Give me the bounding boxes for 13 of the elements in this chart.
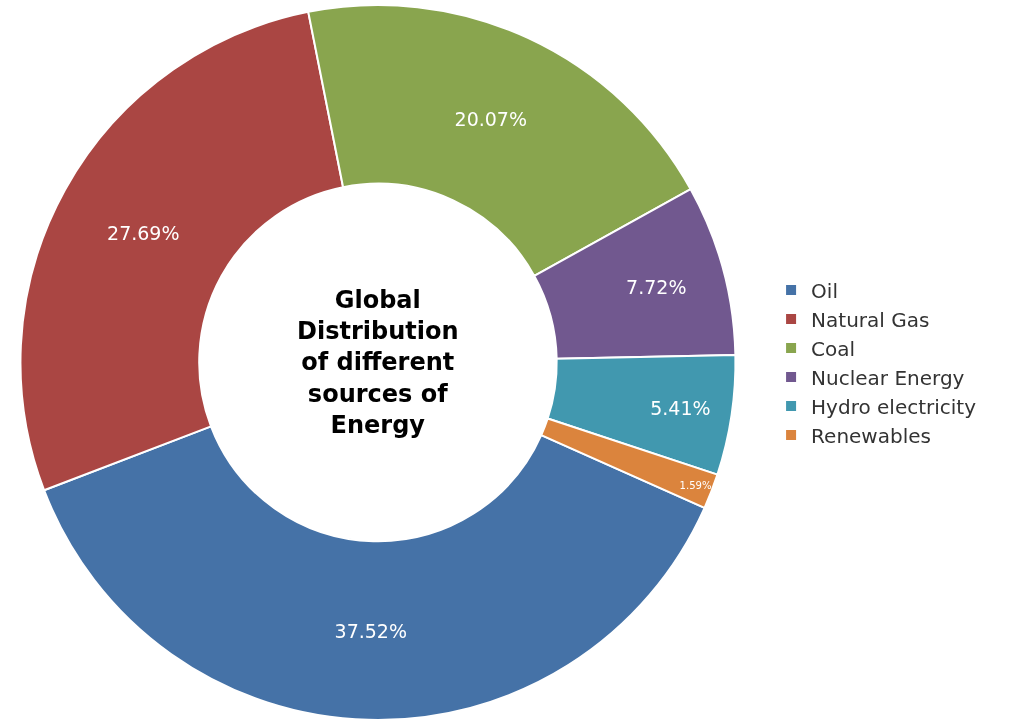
legend-label: Oil bbox=[811, 278, 838, 303]
data-label: 37.52% bbox=[334, 619, 407, 642]
data-label: 20.07% bbox=[454, 108, 527, 131]
data-label: 7.72% bbox=[626, 276, 687, 299]
data-label: 5.41% bbox=[650, 396, 711, 419]
legend-label: Natural Gas bbox=[811, 307, 930, 332]
data-label: 27.69% bbox=[107, 221, 180, 244]
text: Global Distribution of different sources of Energy bbox=[297, 286, 459, 439]
legend-label: Coal bbox=[811, 336, 856, 361]
legend-label: Nuclear Energy bbox=[811, 365, 965, 390]
legend-label: Hydro electricity bbox=[811, 394, 977, 419]
data-label: 1.59% bbox=[679, 479, 712, 491]
legend-label: Renewables bbox=[811, 423, 931, 448]
